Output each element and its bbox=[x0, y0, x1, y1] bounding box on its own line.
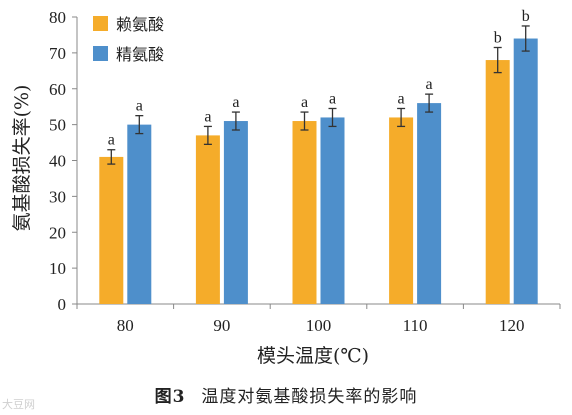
y-tick-label: 0 bbox=[58, 295, 67, 314]
x-tick-label: 100 bbox=[306, 316, 332, 335]
x-tick-label: 90 bbox=[213, 316, 230, 335]
legend-swatch bbox=[93, 16, 108, 31]
x-axis: 80 90 100 110 120 bbox=[76, 303, 561, 335]
significance-label: a bbox=[204, 108, 211, 125]
bar bbox=[513, 38, 538, 305]
significance-label: a bbox=[329, 90, 336, 107]
bar bbox=[320, 117, 345, 304]
figure-number: 图3 bbox=[154, 387, 186, 407]
y-tick-label: 60 bbox=[49, 80, 66, 99]
bar bbox=[195, 135, 220, 304]
x-tick-label: 110 bbox=[403, 316, 428, 335]
y-tick-label: 40 bbox=[49, 152, 66, 171]
legend-label: 赖氨酸 bbox=[116, 15, 164, 34]
y-tick-label: 50 bbox=[49, 116, 66, 135]
significance-label: a bbox=[398, 90, 405, 107]
bar bbox=[485, 60, 510, 304]
y-tick-label: 10 bbox=[49, 259, 66, 278]
bar bbox=[292, 121, 317, 304]
y-axis-title: 氨基酸损失率(%) bbox=[11, 85, 33, 232]
figure-caption-text: 温度对氨基酸损失率的影响 bbox=[201, 387, 418, 407]
legend-swatch bbox=[93, 46, 108, 61]
significance-label: a bbox=[232, 94, 239, 111]
significance-label: b bbox=[522, 8, 530, 25]
bar-series: a a a a b a a a a b bbox=[99, 8, 538, 305]
bar bbox=[127, 124, 152, 304]
bar bbox=[389, 117, 414, 304]
y-tick-label: 20 bbox=[49, 223, 66, 242]
x-tick-label: 120 bbox=[499, 316, 525, 335]
watermark-text: 大豆网 bbox=[2, 398, 35, 411]
significance-label: a bbox=[426, 76, 433, 93]
y-axis: 0 10 20 30 40 50 60 70 80 bbox=[49, 8, 78, 314]
figure-caption: 图3 温度对氨基酸损失率的影响 bbox=[0, 382, 572, 407]
y-tick-label: 70 bbox=[49, 44, 66, 63]
significance-label: a bbox=[301, 94, 308, 111]
bar bbox=[99, 156, 124, 304]
significance-label: a bbox=[136, 98, 143, 115]
x-axis-title: 模头温度(℃) bbox=[257, 345, 369, 367]
x-tick-label: 80 bbox=[117, 316, 134, 335]
bar bbox=[223, 121, 248, 304]
y-tick-label: 30 bbox=[49, 187, 66, 206]
y-tick-label: 80 bbox=[49, 8, 66, 27]
bar bbox=[417, 103, 442, 304]
significance-label: a bbox=[108, 132, 115, 149]
significance-label: b bbox=[494, 29, 502, 46]
legend-label: 精氨酸 bbox=[116, 45, 164, 64]
